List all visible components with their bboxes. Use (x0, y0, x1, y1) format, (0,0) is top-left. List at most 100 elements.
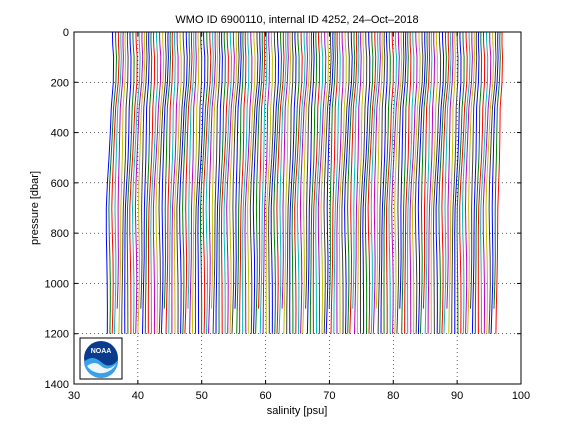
salinity-profile-line (258, 31, 266, 309)
salinity-profile-line (467, 31, 476, 334)
salinity-profile-line (323, 31, 332, 334)
salinity-profile-line (118, 31, 127, 334)
salinity-profile-line (375, 31, 384, 309)
salinity-profile-line (443, 31, 452, 334)
salinity-profile-line (480, 32, 489, 334)
salinity-profile-line (459, 32, 468, 334)
salinity-profile-line (328, 31, 336, 309)
salinity-profile-line (150, 32, 159, 334)
salinity-profile-line (325, 31, 334, 334)
salinity-profile-line (239, 31, 247, 334)
salinity-profile-line (411, 31, 421, 334)
salinity-profile-line (315, 32, 324, 334)
axes-frame (73, 31, 522, 385)
salinity-profile-line (372, 31, 381, 334)
salinity-profile-line (414, 32, 424, 334)
salinity-profile-line (197, 32, 206, 334)
salinity-profile-line (344, 32, 353, 334)
salinity-profile-line (461, 32, 471, 334)
salinity-profile-line (184, 31, 193, 334)
salinity-profile-line (255, 31, 264, 334)
salinity-profile-line (349, 31, 358, 334)
salinity-profile-line (276, 31, 285, 334)
salinity-profile-line (482, 32, 492, 334)
salinity-profile-line (116, 31, 124, 309)
salinity-profile-line (432, 32, 442, 334)
salinity-profile-line (124, 32, 132, 334)
salinity-profile-line (294, 32, 303, 334)
salinity-profile-line (220, 32, 229, 334)
salinity-profile-line (456, 32, 465, 334)
salinity-profile-line (490, 31, 499, 334)
salinity-profile-line (388, 32, 398, 334)
salinity-profile-line (417, 31, 426, 334)
salinity-profile-line (144, 31, 153, 334)
salinity-profile-line (470, 31, 478, 309)
y-tick-label: 1200 (45, 329, 69, 341)
y-tick-label: 1400 (45, 379, 69, 391)
salinity-profile-line (259, 31, 268, 334)
salinity-profile-line (448, 31, 456, 334)
salinity-profile-line (435, 32, 445, 334)
ticks: 30 40 50 60 70 80 90 10002004006008001000120014… (45, 27, 531, 402)
salinity-profile-line (305, 31, 313, 309)
salinity-profile-line (187, 31, 195, 309)
y-tick-label: 1000 (45, 278, 69, 290)
salinity-profile-line (493, 31, 501, 309)
salinity-profile-line (380, 31, 388, 334)
salinity-profile-line (286, 31, 294, 334)
salinity-profile-line (441, 31, 450, 334)
salinity-profile-line (427, 31, 436, 334)
salinity-profile-line (377, 31, 386, 334)
x-tick-label: 80 (387, 390, 399, 402)
noaa-logo: NOAA (79, 337, 123, 380)
salinity-profile-line (176, 32, 185, 334)
x-tick-label: 70 (323, 390, 335, 402)
logo-text: NOAA (91, 348, 112, 355)
salinity-profile-line (129, 32, 138, 334)
salinity-profile-line (394, 31, 403, 334)
salinity-profile-line (218, 31, 226, 334)
salinity-profile-line (273, 32, 283, 334)
salinity-profile-line (336, 32, 344, 334)
salinity-profile-line (111, 32, 120, 334)
x-axis-label: salinity [psu] (267, 405, 328, 417)
profile-lines (105, 31, 504, 334)
salinity-profile-line (320, 32, 330, 334)
salinity-profile-line (171, 31, 179, 334)
salinity-profile-line (131, 32, 141, 334)
salinity-profile-line (312, 31, 321, 334)
x-tick-label: 60 (259, 390, 271, 402)
salinity-profile-line (396, 31, 405, 334)
salinity-profile-line (121, 31, 129, 334)
x-tick-label: 30 (68, 390, 80, 402)
salinity-profile-line (338, 32, 347, 334)
x-tick-label: 90 (451, 390, 463, 402)
salinity-profile-line (407, 32, 415, 334)
salinity-profile-line (158, 31, 167, 334)
salinity-profile-line (278, 31, 287, 334)
salinity-profile-line (495, 31, 504, 334)
salinity-profile-line (134, 31, 144, 334)
salinity-profile-line (208, 31, 217, 334)
salinity-profile-line (370, 31, 379, 334)
salinity-profile-line (306, 31, 315, 334)
salinity-profile-line (223, 32, 233, 334)
salinity-profile-line (155, 32, 165, 334)
y-tick-label: 400 (51, 128, 69, 140)
salinity-profile-line (347, 31, 356, 334)
salinity-profile-line (283, 31, 292, 334)
chart-title: WMO ID 6900110, internal ID 4252, 24–Oct… (175, 14, 418, 26)
salinity-profile-line (291, 32, 300, 334)
salinity-profile-line (333, 31, 341, 334)
salinity-profile-line (242, 31, 250, 334)
salinity-profile-line (215, 31, 223, 334)
salinity-profile-line (409, 32, 418, 334)
salinity-profile-line (165, 31, 174, 334)
salinity-profile-line (485, 32, 495, 334)
salinity-profile-line (438, 31, 447, 334)
salinity-profile-line (451, 31, 459, 334)
salinity-profile-line (140, 31, 148, 309)
salinity-profile-line (309, 31, 318, 334)
salinity-profile-line (244, 32, 253, 334)
